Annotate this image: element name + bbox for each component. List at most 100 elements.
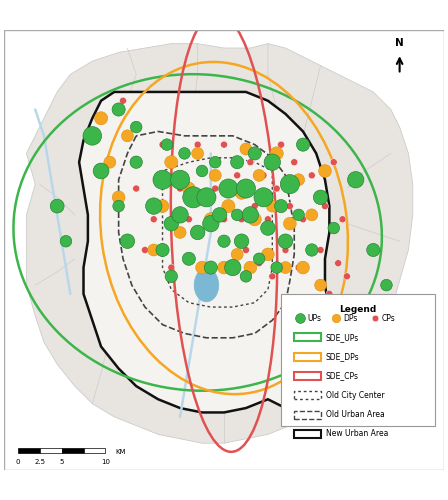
- Bar: [294, 392, 322, 400]
- Text: 5: 5: [60, 458, 64, 464]
- Point: [115, 202, 122, 210]
- Point: [352, 176, 359, 184]
- Point: [321, 167, 328, 175]
- Point: [229, 264, 237, 272]
- Point: [203, 264, 210, 272]
- Point: [115, 106, 122, 114]
- Point: [321, 202, 328, 210]
- Point: [308, 172, 315, 179]
- Point: [295, 264, 302, 272]
- Point: [330, 298, 337, 306]
- Point: [194, 228, 201, 236]
- Point: [185, 216, 193, 224]
- Text: 10: 10: [101, 458, 110, 464]
- Point: [98, 114, 105, 122]
- Point: [89, 132, 96, 140]
- Point: [299, 216, 306, 224]
- Point: [164, 140, 171, 148]
- Text: Old Urban Area: Old Urban Area: [326, 410, 384, 419]
- Point: [233, 250, 241, 258]
- Point: [317, 281, 324, 289]
- Bar: [294, 372, 322, 380]
- Bar: [294, 410, 322, 418]
- Point: [330, 158, 337, 166]
- Point: [238, 216, 245, 224]
- Point: [225, 184, 232, 192]
- Point: [269, 158, 276, 166]
- Point: [260, 194, 267, 202]
- Point: [273, 184, 280, 192]
- Point: [317, 194, 324, 202]
- Text: 0: 0: [15, 458, 20, 464]
- Point: [242, 272, 250, 280]
- Point: [282, 246, 289, 254]
- Point: [330, 224, 337, 232]
- Polygon shape: [79, 92, 329, 412]
- Point: [247, 264, 254, 272]
- Point: [207, 264, 215, 272]
- Point: [242, 184, 250, 192]
- Point: [352, 308, 359, 316]
- Text: Old City Center: Old City Center: [326, 391, 384, 400]
- Bar: [83, 448, 105, 453]
- Point: [260, 172, 267, 179]
- Text: New Urban Area: New Urban Area: [326, 430, 388, 438]
- Text: UPs: UPs: [307, 314, 321, 322]
- Point: [286, 202, 293, 210]
- Text: 2.5: 2.5: [34, 458, 45, 464]
- Point: [133, 184, 140, 192]
- Point: [185, 255, 193, 263]
- Point: [216, 211, 223, 219]
- Point: [190, 194, 197, 202]
- Ellipse shape: [194, 268, 219, 302]
- Point: [251, 202, 258, 210]
- Point: [177, 184, 184, 192]
- Point: [282, 264, 289, 272]
- Bar: [294, 352, 322, 360]
- Point: [339, 216, 346, 224]
- Point: [168, 272, 175, 280]
- Point: [194, 140, 201, 148]
- Point: [299, 264, 306, 272]
- Point: [277, 140, 284, 148]
- Point: [207, 216, 215, 224]
- Point: [115, 194, 122, 202]
- Point: [242, 145, 250, 153]
- Point: [247, 211, 254, 219]
- Point: [282, 237, 289, 245]
- Point: [296, 314, 303, 322]
- Point: [229, 264, 237, 272]
- Point: [54, 202, 61, 210]
- Bar: [17, 448, 39, 453]
- Point: [286, 220, 293, 228]
- Point: [198, 264, 206, 272]
- Point: [194, 150, 201, 158]
- Polygon shape: [26, 44, 413, 443]
- Point: [233, 158, 241, 166]
- Point: [255, 172, 263, 179]
- Point: [211, 158, 219, 166]
- Point: [133, 158, 140, 166]
- Point: [203, 194, 210, 202]
- Point: [198, 167, 206, 175]
- Point: [98, 167, 105, 175]
- Point: [269, 202, 276, 210]
- Point: [207, 220, 215, 228]
- Point: [264, 216, 271, 224]
- Point: [264, 250, 271, 258]
- Point: [242, 246, 250, 254]
- Point: [299, 140, 306, 148]
- Point: [317, 246, 324, 254]
- Point: [181, 150, 188, 158]
- Point: [383, 281, 390, 289]
- Point: [308, 211, 315, 219]
- Bar: [61, 448, 83, 453]
- Point: [120, 96, 127, 104]
- Point: [295, 176, 302, 184]
- Point: [168, 264, 175, 272]
- Bar: [294, 430, 322, 438]
- Point: [255, 259, 263, 267]
- Point: [326, 290, 333, 298]
- Point: [177, 228, 184, 236]
- Text: DPs: DPs: [344, 314, 358, 322]
